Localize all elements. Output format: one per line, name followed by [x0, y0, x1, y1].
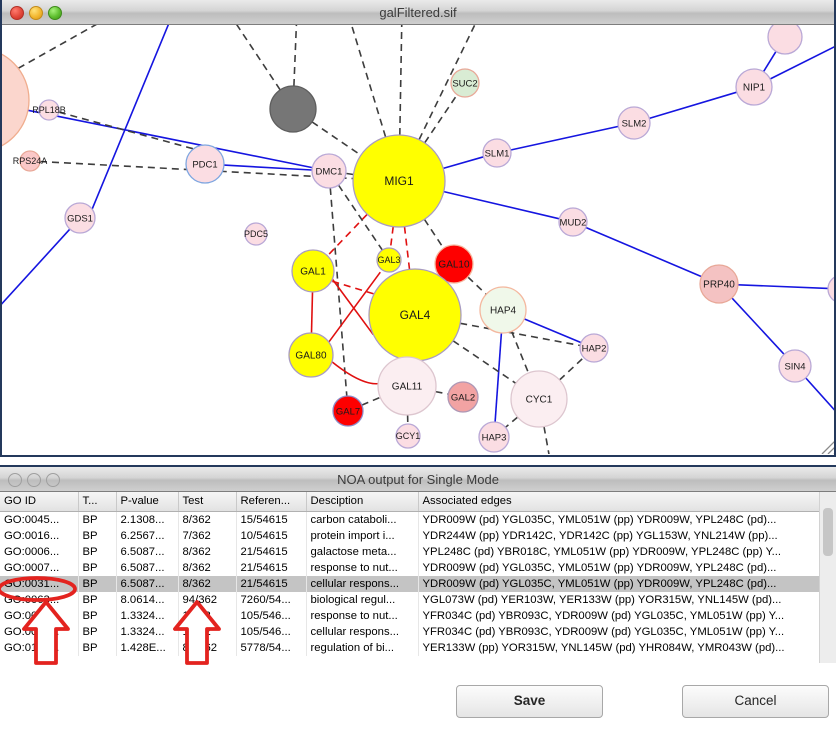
svg-text:GAL10: GAL10 [438, 260, 470, 271]
svg-text:NIP1: NIP1 [743, 83, 766, 94]
svg-text:PDC5: PDC5 [244, 229, 268, 239]
svg-text:GAL3: GAL3 [377, 255, 400, 265]
svg-text:HAP4: HAP4 [490, 306, 517, 317]
svg-text:GDS1: GDS1 [67, 213, 93, 224]
svg-text:HAP3: HAP3 [482, 432, 507, 443]
svg-text:GAL11: GAL11 [392, 382, 423, 393]
svg-text:PDC1: PDC1 [192, 159, 217, 170]
svg-text:GAL4: GAL4 [400, 308, 431, 322]
svg-text:MUD2: MUD2 [560, 217, 587, 228]
svg-text:MIG1: MIG1 [384, 174, 414, 188]
svg-text:GAL7: GAL7 [336, 406, 360, 417]
svg-text:RPS24A: RPS24A [13, 156, 48, 166]
svg-text:GCY1: GCY1 [396, 431, 421, 441]
svg-text:HAP2: HAP2 [582, 343, 607, 354]
svg-text:SIN4: SIN4 [784, 361, 805, 372]
svg-text:GAL80: GAL80 [295, 351, 327, 362]
svg-text:GAL1: GAL1 [300, 267, 326, 278]
svg-text:SLM2: SLM2 [622, 118, 647, 129]
svg-text:GAL2: GAL2 [451, 392, 475, 403]
svg-text:SLM1: SLM1 [485, 148, 510, 159]
svg-text:PRP40: PRP40 [703, 280, 735, 291]
svg-text:DMC1: DMC1 [316, 166, 343, 177]
svg-text:SUC2: SUC2 [452, 78, 477, 89]
svg-text:CYC1: CYC1 [526, 395, 553, 406]
svg-text:RPL18B: RPL18B [32, 105, 66, 115]
